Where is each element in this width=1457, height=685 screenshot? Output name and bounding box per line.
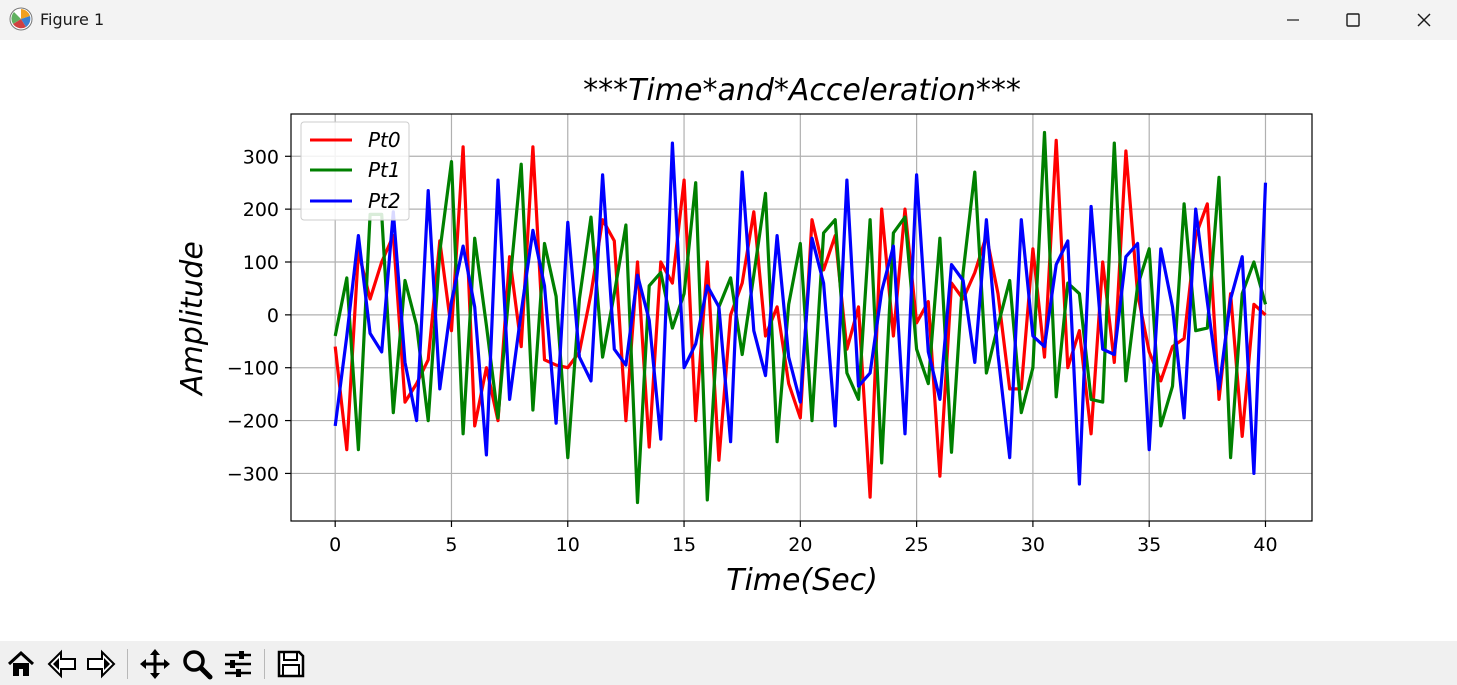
forward-button[interactable] xyxy=(84,647,118,681)
figure-canvas[interactable]: ***Time*and*Acceleration*** 0 5 10 15 20 25 30… xyxy=(0,40,1457,641)
toolbar-separator xyxy=(127,649,128,679)
x-tick-label: 25 xyxy=(905,534,929,556)
maximize-button[interactable] xyxy=(1323,0,1383,40)
x-tick-label: 40 xyxy=(1253,534,1277,556)
home-icon xyxy=(7,650,35,676)
y-tick-label: 200 xyxy=(243,199,279,221)
y-tick-label: −200 xyxy=(227,411,279,433)
y-axis-label: Amplitude xyxy=(175,241,210,397)
y-tick-label: 300 xyxy=(243,146,279,168)
forward-icon xyxy=(87,649,116,679)
back-button[interactable] xyxy=(45,647,79,681)
window-titlebar: Figure 1 xyxy=(0,0,1457,40)
plot-frame xyxy=(290,113,1313,522)
x-tick-label: 15 xyxy=(672,534,696,556)
toolbar-separator xyxy=(264,649,265,679)
y-tick-label: −100 xyxy=(227,358,279,380)
back-icon xyxy=(47,649,76,679)
x-tick-label: 20 xyxy=(788,534,812,556)
minimize-button[interactable] xyxy=(1263,0,1323,40)
legend: Pt0 Pt1 Pt2 xyxy=(300,121,410,221)
matplotlib-icon xyxy=(9,7,33,31)
legend-label-pt1: Pt1 xyxy=(368,158,401,182)
save-button[interactable] xyxy=(274,647,308,681)
window-title: Figure 1 xyxy=(40,10,105,29)
y-tick-label: −300 xyxy=(227,463,279,485)
minimize-icon xyxy=(1287,19,1299,21)
x-tick-label: 5 xyxy=(445,534,457,556)
configure-subplots-icon xyxy=(225,651,251,677)
series-line-pt2 xyxy=(333,141,1268,486)
x-tick-label: 30 xyxy=(1021,534,1045,556)
configure-subplots-button[interactable] xyxy=(221,647,255,681)
chart-title: ***Time*and*Acceleration*** xyxy=(583,73,1021,108)
ticks: 0 5 10 15 20 25 30 35 40 −300 −200 −100 0 100 200 300 xyxy=(227,146,1278,556)
home-button[interactable] xyxy=(4,647,38,681)
y-tick-label: 100 xyxy=(243,252,279,274)
legend-box xyxy=(300,121,410,221)
x-tick-label: 35 xyxy=(1137,534,1161,556)
close-icon xyxy=(1417,13,1431,27)
chart: ***Time*and*Acceleration*** 0 5 10 15 20 25 30… xyxy=(175,73,1313,598)
legend-label-pt2: Pt2 xyxy=(368,189,401,213)
x-axis-label: Time(Sec) xyxy=(726,563,878,598)
series-lines xyxy=(333,130,1268,505)
navigation-toolbar xyxy=(0,641,1457,685)
pan-button[interactable] xyxy=(138,647,172,681)
close-button[interactable] xyxy=(1394,0,1454,40)
grid xyxy=(291,114,1312,521)
y-tick-label: 0 xyxy=(267,305,279,327)
pan-icon xyxy=(140,649,170,679)
legend-label-pt0: Pt0 xyxy=(368,128,401,152)
save-icon xyxy=(277,650,305,678)
x-tick-label: 0 xyxy=(329,534,341,556)
zoom-button[interactable] xyxy=(180,647,214,681)
zoom-icon xyxy=(183,650,213,680)
x-tick-label: 10 xyxy=(556,534,580,556)
maximize-icon xyxy=(1346,13,1360,27)
